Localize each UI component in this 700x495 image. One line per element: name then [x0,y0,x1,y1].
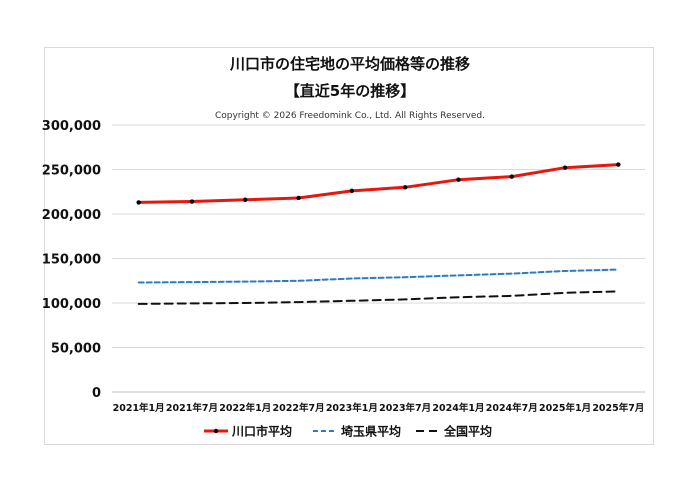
y-axis-ticks: 0 50,000 100,000 150,000 200,000 250,000 300,0… [42,119,101,401]
data-point [456,177,461,182]
x-tick-label: 2025年7月 [592,402,644,414]
chart-frame [44,47,654,445]
data-point [562,165,568,170]
y-tick-label: 0 [92,386,101,401]
data-point [509,174,514,179]
gridlines [112,124,645,393]
data-point [243,197,248,202]
x-tick-label: 2023年7月 [379,402,431,414]
y-tick-label: 100,000 [42,297,101,312]
chart-subtitle: 【直近5年の推移】 [285,82,415,100]
data-point [296,195,301,201]
y-tick-label: 50,000 [51,342,101,357]
x-tick-label: 2023年1月 [326,402,378,414]
data-point [402,185,408,190]
x-tick-label: 2022年7月 [273,402,325,414]
legend-marker [213,428,219,434]
legend-label: 川口市平均 [231,424,292,439]
y-tick-label: 300,000 [42,119,101,134]
x-tick-label: 2022年1月 [219,402,271,414]
data-point [616,162,621,167]
x-tick-label: 2021年7月 [166,402,218,414]
data-point [189,199,195,204]
copyright-notice: Copyright © 2026 Freedomink Co., Ltd. Al… [215,111,485,121]
chart-title: 川口市の住宅地の平均価格等の推移 [229,55,470,73]
data-point [136,200,141,205]
series-line [137,290,620,305]
series-line [137,163,620,204]
x-axis-ticks: 2021年1月 2021年7月 2022年1月 2022年7月 2023年1月 2023年… [113,402,645,414]
x-tick-label: 2024年7月 [486,402,538,414]
y-tick-label: 200,000 [42,208,101,223]
series-line [137,268,620,284]
legend-label: 全国平均 [443,424,492,439]
legend: 川口市平均 埼玉県平均 全国平均 [204,424,492,439]
x-tick-label: 2025年1月 [539,402,591,414]
legend-label: 埼玉県平均 [341,424,401,439]
x-tick-label: 2021年1月 [113,402,165,414]
y-tick-label: 150,000 [42,253,101,268]
data-point [349,188,355,194]
y-tick-label: 250,000 [42,164,101,179]
series-lines [136,162,621,305]
x-tick-label: 2024年1月 [432,402,484,414]
